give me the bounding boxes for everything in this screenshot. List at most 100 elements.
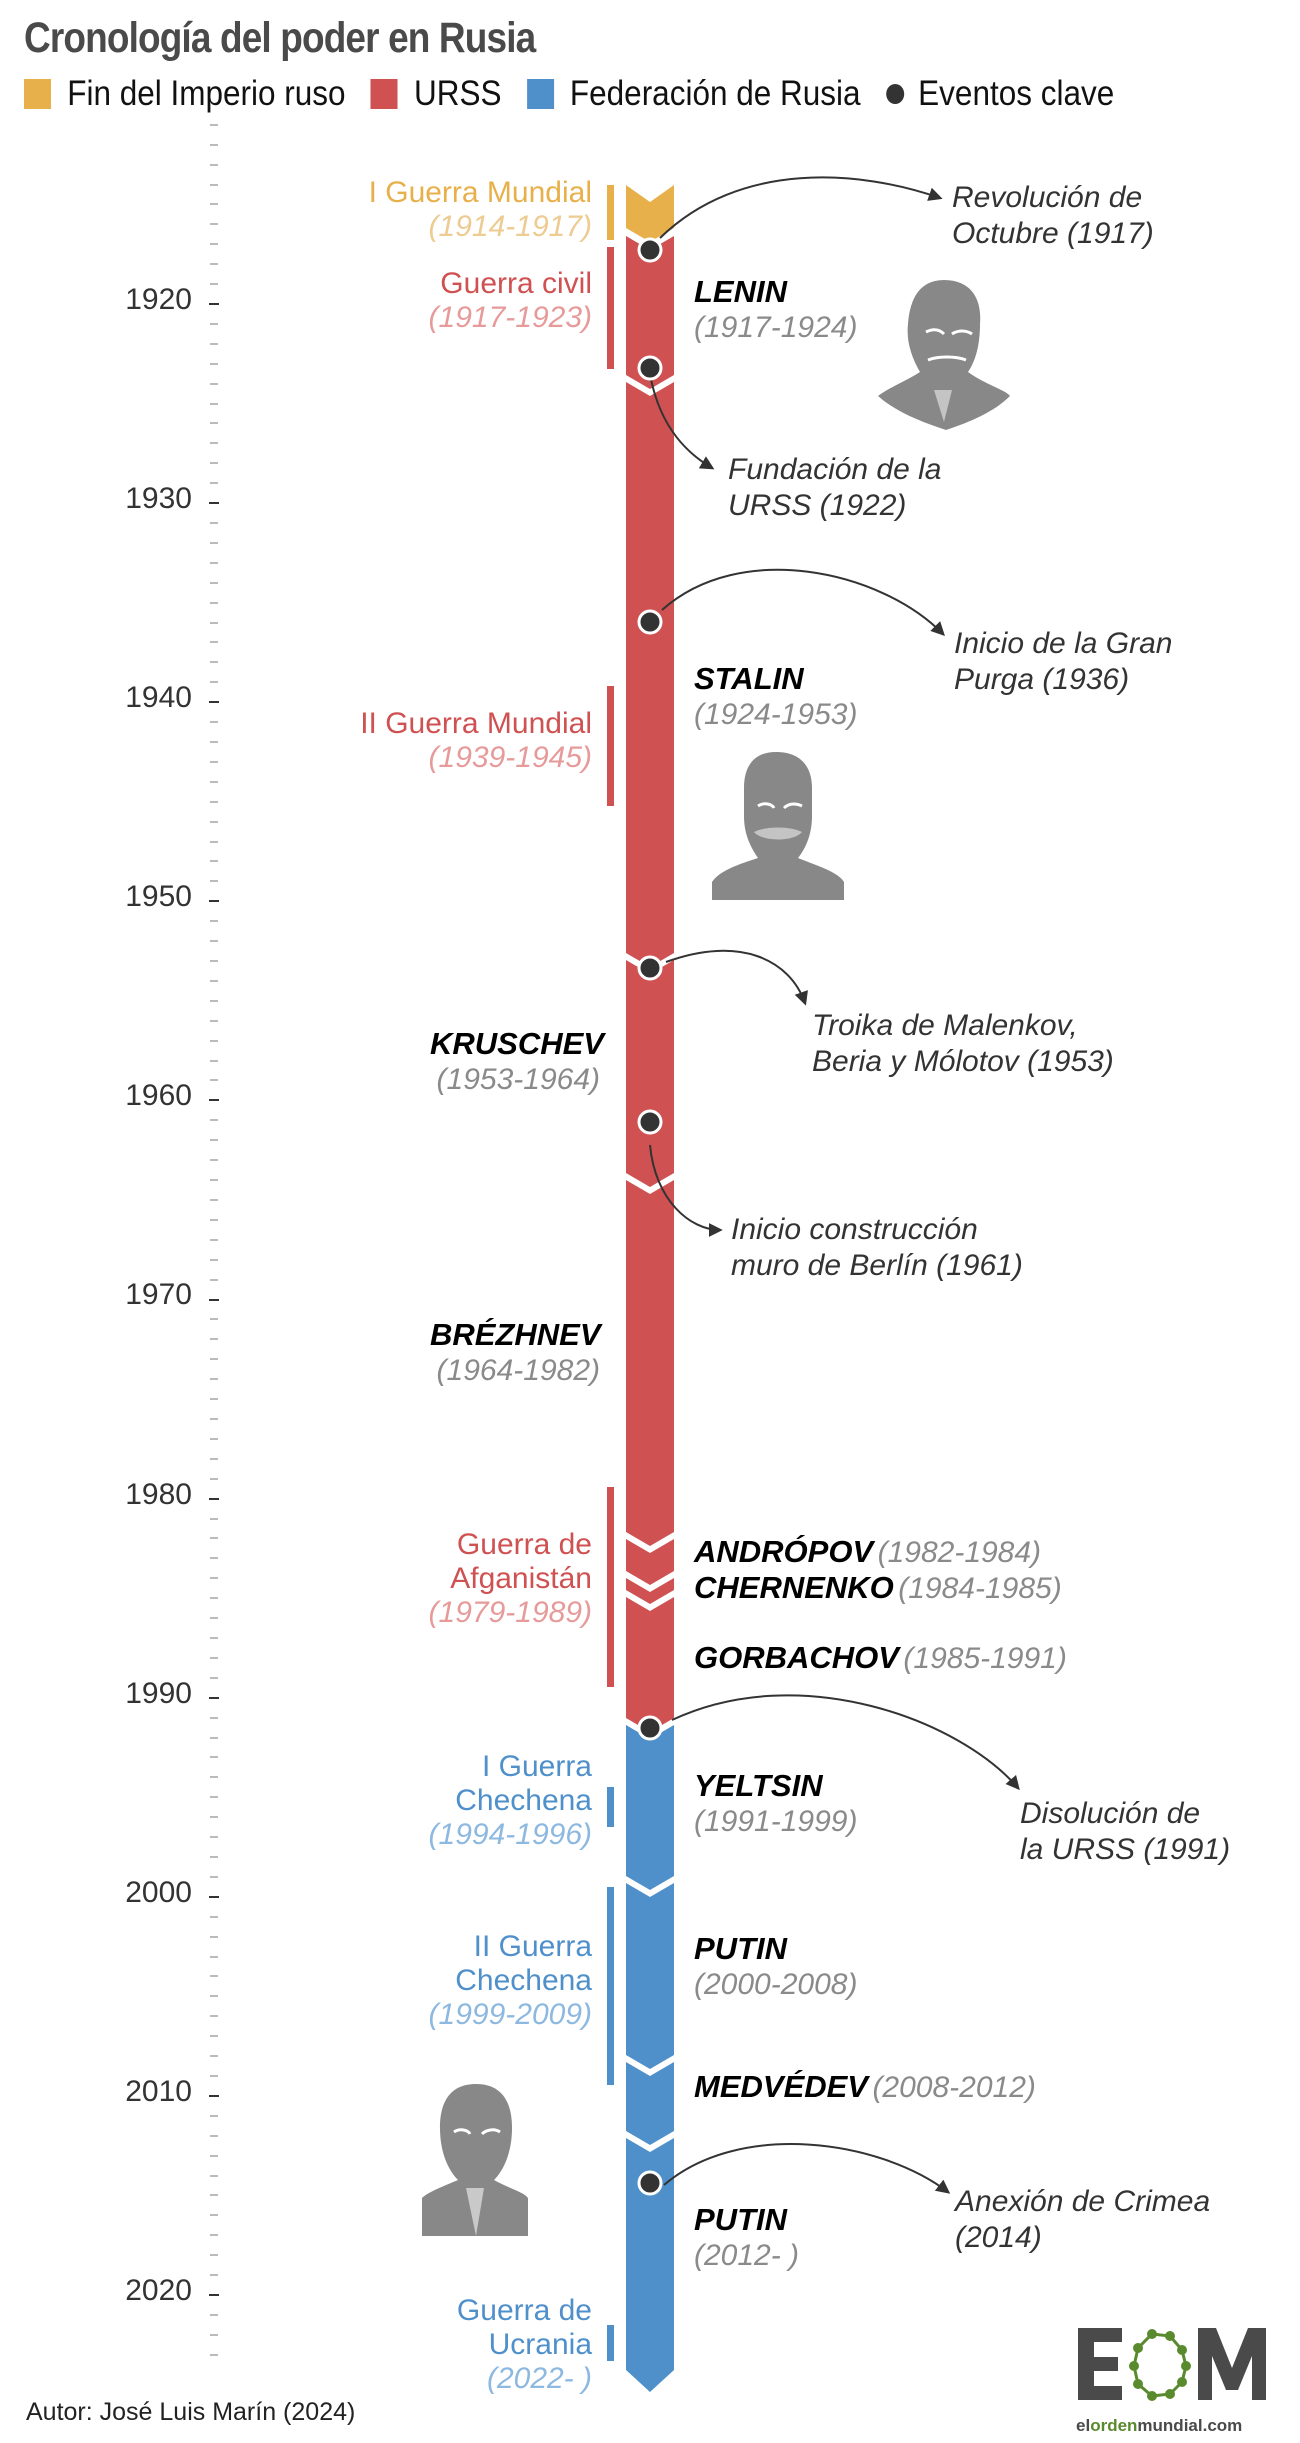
axis-tick	[210, 422, 218, 425]
axis-tick	[210, 840, 218, 843]
leader-name: PUTIN	[694, 1931, 787, 1966]
axis-tick	[210, 1955, 218, 1958]
axis-tick	[210, 2313, 218, 2316]
legend-label: Federación de Rusia	[569, 74, 861, 113]
axis-tick	[209, 701, 219, 704]
war-name: Guerra de	[456, 1528, 592, 1561]
axis-tick	[210, 382, 218, 385]
axis-label-2000: 2000	[125, 1876, 192, 1909]
axis-tick	[210, 880, 218, 883]
axis-tick	[210, 183, 218, 186]
war-years: (1917-1923)	[428, 301, 592, 334]
arrow-disolucion	[671, 1694, 1020, 1791]
axis-tick	[210, 1796, 218, 1799]
leader-years: (1917-1924)	[694, 311, 858, 344]
axis-tick	[209, 502, 219, 505]
axis-tick	[210, 263, 218, 266]
axis-tick	[210, 1059, 218, 1062]
axis-tick	[209, 900, 219, 903]
axis-tick	[210, 960, 218, 963]
event-dot-1922	[637, 355, 663, 381]
war-name: Chechena	[455, 1964, 592, 1997]
leader-years: (2012- )	[694, 2239, 800, 2272]
war-name: Ucrania	[488, 2328, 592, 2361]
axis-tick	[210, 920, 218, 923]
axis-tick	[210, 2274, 218, 2277]
axis-tick	[210, 2333, 218, 2336]
axis-tick	[210, 1557, 218, 1560]
logo-domain-part: orden	[1090, 2416, 1138, 2435]
leader-name: ANDRÓPOV	[694, 1534, 874, 1569]
war-years: (1914-1917)	[428, 210, 592, 243]
event-text: Disolución de	[1020, 1797, 1201, 1830]
war-label-civil-war: Guerra civil (1917-1923)	[429, 267, 592, 335]
axis-tick	[210, 860, 218, 863]
event-text: URSS (1922)	[728, 489, 907, 522]
axis-tick	[210, 1417, 218, 1420]
event-dot-1953	[637, 955, 663, 981]
axis-tick	[209, 1497, 219, 1500]
war-bar-civil-war	[607, 247, 614, 369]
axis-tick	[210, 1617, 218, 1620]
event-label-disolucion: Disolución de la URSS (1991)	[1020, 1796, 1230, 1868]
axis-tick	[210, 979, 218, 982]
axis-label-1960: 1960	[125, 1079, 192, 1112]
legend-item-federacion: Federación de Rusia	[526, 74, 861, 114]
axis-tick	[210, 999, 218, 1002]
axis-tick	[210, 1218, 218, 1221]
axis-tick	[210, 2353, 218, 2356]
axis-tick	[210, 1358, 218, 1361]
war-name: II Guerra Mundial	[360, 707, 592, 740]
axis-tick	[210, 1378, 218, 1381]
arrow-berlin	[649, 1144, 723, 1237]
axis-label-1970: 1970	[125, 1278, 192, 1311]
axis-tick	[210, 2194, 218, 2197]
event-text: la URSS (1991)	[1020, 1833, 1231, 1866]
event-text: Revolución de	[952, 181, 1143, 214]
leader-years: (1984-1985)	[898, 1572, 1062, 1605]
eom-logo-icon	[1078, 2328, 1266, 2401]
eom-logo[interactable]: elordenmundial.com	[1074, 2328, 1284, 2436]
leader-medvedev: MEDVÉDEV (2008-2012)	[694, 2069, 1036, 2111]
leader-yeltsin: YELTSIN (1991-1999)	[694, 1768, 857, 1840]
axis-tick	[210, 541, 218, 544]
axis-label-1930: 1930	[125, 482, 192, 515]
logo-domain-part: el	[1076, 2416, 1091, 2435]
event-text: (2014)	[955, 2221, 1042, 2254]
war-label-afghanistan: Guerra de Afganistán (1979-1989)	[429, 1528, 592, 1630]
war-name: Guerra civil	[440, 267, 592, 300]
axis-tick	[210, 2114, 218, 2117]
axis-tick	[210, 1995, 218, 1998]
axis-tick	[210, 1597, 218, 1600]
axis-tick	[210, 243, 218, 246]
legend-swatch-urss	[370, 79, 398, 109]
axis-label-1980: 1980	[125, 1478, 192, 1511]
axis-tick	[210, 522, 218, 524]
axis-tick	[210, 1198, 218, 1201]
event-label-troika: Troika de Malenkov, Beria y Mólotov (195…	[812, 1008, 1114, 1080]
arrow-revolucion	[659, 176, 943, 239]
axis-tick	[210, 322, 218, 325]
axis-tick	[210, 1477, 218, 1480]
axis-tick	[210, 601, 218, 604]
war-label-wwii: II Guerra Mundial (1939-1945)	[360, 707, 592, 775]
axis-tick	[210, 1019, 218, 1022]
axis-tick	[210, 1437, 218, 1440]
axis-tick	[210, 1875, 218, 1878]
axis-tick	[210, 342, 218, 345]
war-bar-wwii	[607, 686, 614, 806]
axis-label-2010: 2010	[125, 2075, 192, 2108]
legend-label: Fin del Imperio ruso	[67, 74, 346, 113]
war-label-wwi: I Guerra Mundial (1914-1917)	[369, 176, 592, 244]
axis-tick	[210, 1119, 218, 1122]
axis-tick	[210, 581, 218, 584]
axis-tick	[210, 721, 218, 724]
event-dot-1961	[637, 1109, 663, 1135]
axis-tick	[209, 1099, 219, 1102]
axis-tick	[210, 283, 218, 286]
war-bar-wwi	[607, 185, 614, 240]
leader-name: YELTSIN	[694, 1768, 823, 1803]
page-title: Cronología del poder en Rusia	[24, 14, 536, 62]
axis-tick	[210, 820, 218, 823]
war-bar-afghanistan	[607, 1487, 614, 1687]
